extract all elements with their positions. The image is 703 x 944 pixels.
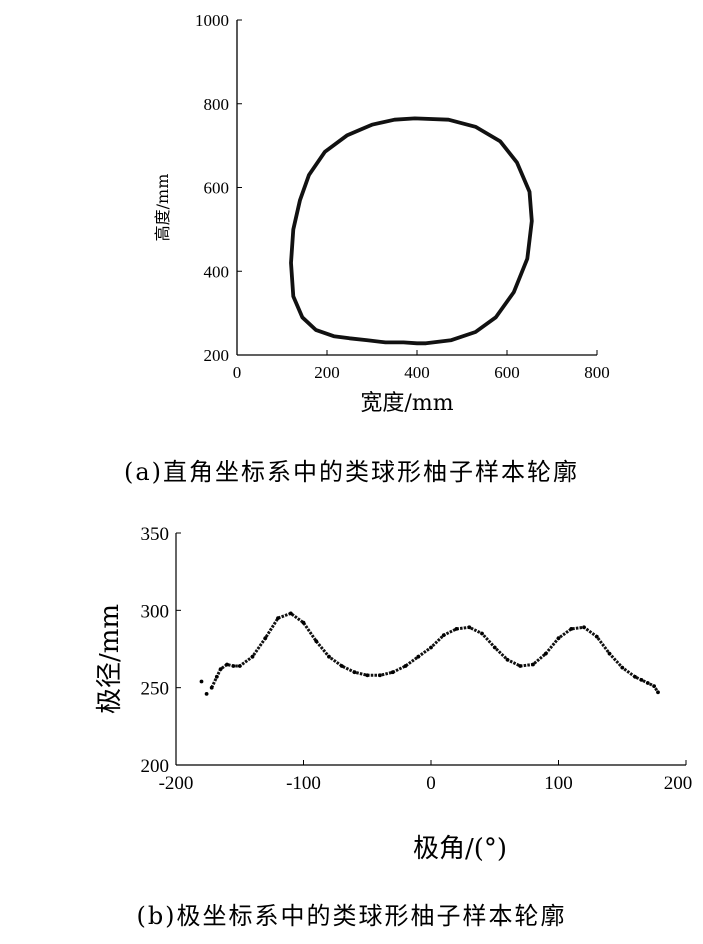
x-tick-label: 0 bbox=[233, 363, 242, 382]
data-point bbox=[231, 664, 236, 668]
x-tick-label: 600 bbox=[494, 363, 520, 382]
data-point bbox=[620, 665, 625, 670]
y-axis-title: 高度/mm bbox=[153, 174, 172, 242]
data-point bbox=[454, 627, 459, 631]
y-tick-label: 350 bbox=[141, 524, 170, 545]
data-point bbox=[214, 674, 219, 679]
data-point bbox=[639, 678, 644, 682]
y-tick-label: 300 bbox=[141, 601, 170, 622]
y-tick-label: 250 bbox=[141, 679, 170, 700]
data-point bbox=[378, 673, 382, 678]
data-point bbox=[569, 627, 574, 631]
data-point bbox=[225, 662, 229, 667]
data-point bbox=[656, 690, 660, 695]
x-tick-label: -200 bbox=[159, 773, 194, 794]
data-point bbox=[543, 651, 548, 656]
data-point bbox=[492, 645, 497, 650]
data-point bbox=[416, 654, 421, 659]
chart-b-svg: -200 -100 0 100 200 200 250 300 350 极角/(°) 极径/mm bbox=[95, 524, 693, 864]
data-point bbox=[556, 636, 561, 641]
y-tick-label: 1000 bbox=[195, 11, 229, 30]
data-point bbox=[505, 657, 510, 662]
x-tick-label: 0 bbox=[426, 773, 436, 794]
data-point bbox=[314, 639, 319, 644]
data-point bbox=[209, 685, 214, 690]
data-point bbox=[633, 674, 637, 679]
y-tick-label: 200 bbox=[204, 346, 230, 365]
data-point bbox=[518, 664, 523, 668]
data-point bbox=[204, 692, 209, 696]
x-tick-label: 200 bbox=[314, 363, 340, 382]
data-point bbox=[339, 664, 344, 668]
data-point bbox=[199, 679, 204, 684]
data-point bbox=[218, 667, 223, 671]
data-point bbox=[237, 664, 242, 668]
data-point bbox=[480, 631, 484, 636]
x-tick-label: 400 bbox=[404, 363, 430, 382]
chart-a-caption: (a)直角坐标系中的类球形柚子样本轮廓 bbox=[123, 458, 580, 486]
x-tick-label: 200 bbox=[664, 773, 693, 794]
data-point bbox=[327, 654, 331, 659]
data-point bbox=[390, 670, 395, 675]
x-tick-label: 800 bbox=[584, 363, 610, 382]
y-tick-label: 200 bbox=[141, 756, 170, 777]
chart-b: -200 -100 0 100 200 200 250 300 350 极角/(°) 极径/mm bbox=[0, 500, 703, 885]
y-tick-label: 600 bbox=[204, 179, 230, 198]
y-tick-label: 800 bbox=[204, 95, 230, 114]
x-axis-title: 宽度/mm bbox=[360, 391, 453, 416]
x-tick-label: -100 bbox=[286, 773, 321, 794]
x-tick-label: 100 bbox=[544, 773, 573, 794]
y-axis-title: 极径/mm bbox=[95, 604, 125, 714]
data-point bbox=[582, 625, 586, 630]
data-point bbox=[645, 681, 650, 685]
data-point bbox=[441, 633, 446, 637]
data-point bbox=[594, 634, 599, 639]
data-point bbox=[365, 673, 370, 678]
data-point bbox=[352, 670, 357, 675]
data-point bbox=[288, 611, 293, 616]
data-point bbox=[263, 636, 268, 641]
data-point bbox=[276, 616, 280, 620]
data-point bbox=[403, 664, 408, 668]
x-axis-title: 极角/(°) bbox=[413, 834, 507, 864]
contour-line bbox=[289, 116, 534, 346]
data-point bbox=[429, 645, 433, 650]
y-tick-label: 400 bbox=[204, 262, 230, 281]
chart-a: 0 200 400 600 800 200 400 600 800 1000 宽度/mm 高度/mm bbox=[0, 0, 703, 430]
chart-b-caption: (b)极坐标系中的类球形柚子样本轮廓 bbox=[136, 902, 567, 930]
data-point bbox=[301, 620, 306, 625]
data-point bbox=[607, 651, 612, 656]
data-point bbox=[531, 662, 535, 667]
data-point bbox=[467, 625, 472, 630]
data-point bbox=[250, 654, 255, 659]
data-point bbox=[652, 684, 656, 688]
data-line bbox=[210, 611, 660, 694]
